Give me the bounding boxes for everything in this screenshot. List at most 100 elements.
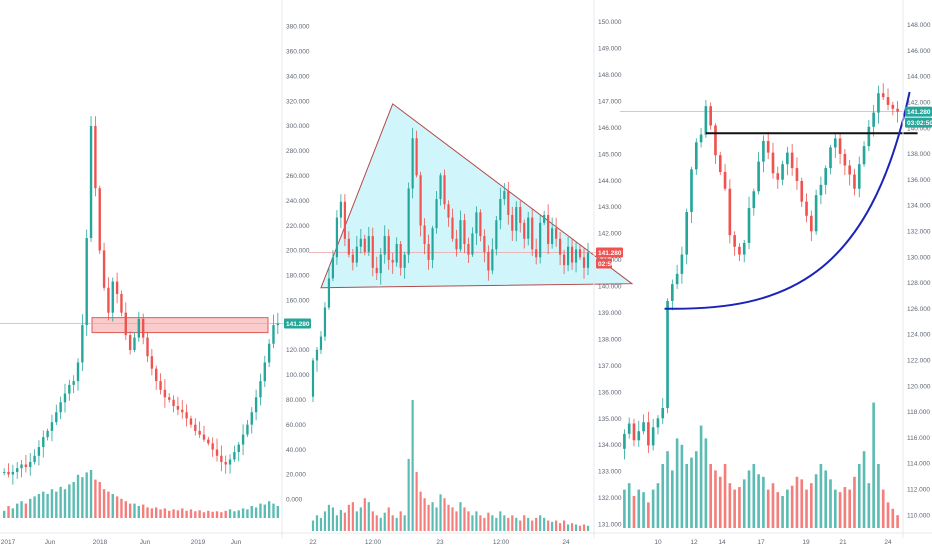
volume-bar xyxy=(327,504,331,531)
volume-bar xyxy=(800,479,804,528)
candle xyxy=(363,238,366,252)
candle xyxy=(738,246,741,255)
candle xyxy=(819,184,823,196)
candle xyxy=(519,207,522,223)
candle xyxy=(347,238,350,255)
volume-bar xyxy=(447,504,450,531)
candle xyxy=(886,97,890,105)
candle xyxy=(881,93,885,98)
candle xyxy=(59,402,62,413)
x-tick-label: 24 xyxy=(562,539,570,546)
volume-bar xyxy=(555,520,558,531)
candle xyxy=(786,152,789,165)
y-tick-label: 128.000 xyxy=(907,280,931,287)
candle xyxy=(766,141,770,153)
candle xyxy=(451,217,454,239)
volume-bar xyxy=(237,510,240,518)
candle xyxy=(814,195,818,232)
volume-bar xyxy=(181,508,184,518)
candle xyxy=(76,362,80,382)
candle xyxy=(623,433,626,449)
volume-bar xyxy=(586,525,590,531)
volume-bar xyxy=(766,489,770,528)
volume-bar xyxy=(323,511,327,531)
volume-bar xyxy=(527,517,530,531)
volume-bar xyxy=(738,487,741,528)
candle xyxy=(728,188,732,236)
volume-bar xyxy=(89,470,93,518)
y-tick-label: 0.000 xyxy=(286,497,303,504)
volume-bar xyxy=(463,507,466,531)
volume-bar xyxy=(16,503,19,518)
candle xyxy=(94,126,97,189)
candle xyxy=(771,152,775,174)
volume-bar xyxy=(718,476,722,528)
price-tag-label: 141.280 xyxy=(598,250,622,257)
y-tick-label: 20.000 xyxy=(286,472,306,479)
y-tick-label: 260.000 xyxy=(286,173,310,180)
candle xyxy=(527,217,530,239)
candle xyxy=(50,422,54,431)
volume-bar xyxy=(391,515,394,531)
candle xyxy=(848,165,851,175)
volume-bar xyxy=(150,508,154,518)
candle xyxy=(714,125,717,156)
volume-bar xyxy=(233,511,236,518)
volume-bar xyxy=(81,477,84,518)
y-tick-label: 146.000 xyxy=(907,48,931,55)
candle xyxy=(651,427,655,446)
volume-bar xyxy=(355,511,358,531)
x-tick-label: 12:00 xyxy=(493,539,510,546)
candle xyxy=(523,222,526,239)
candle xyxy=(237,444,240,453)
volume-bar xyxy=(728,483,732,528)
candle xyxy=(838,138,842,154)
candle xyxy=(399,244,402,268)
candle xyxy=(551,228,554,245)
volume-bar xyxy=(762,476,765,528)
candle xyxy=(11,471,15,475)
panel-intraday-triangle: 131.000 132.000 133.000 134.000 135.000 136.0… xyxy=(309,19,634,546)
volume-bar xyxy=(98,482,101,518)
volume-bar xyxy=(33,496,36,518)
candle xyxy=(503,191,506,200)
volume-bar xyxy=(24,503,28,518)
volume-bar xyxy=(471,515,474,531)
candle xyxy=(323,307,327,337)
candle xyxy=(33,455,36,462)
volume-bar xyxy=(399,511,402,531)
candle xyxy=(694,142,698,170)
candle xyxy=(487,251,490,271)
volume-bar xyxy=(431,502,434,531)
y-tick-label: 114.000 xyxy=(907,461,930,468)
y-tick-label: 120.000 xyxy=(907,383,931,390)
candle xyxy=(471,233,474,255)
volume-bar xyxy=(411,400,414,531)
volume-bar xyxy=(133,503,136,518)
volume-bar xyxy=(63,489,67,518)
volume-bar xyxy=(886,502,890,528)
y-tick-label: 136.000 xyxy=(907,177,931,184)
y-tick-label: 132.000 xyxy=(907,229,931,236)
y-tick-label: 139.000 xyxy=(598,310,622,317)
volume-bar xyxy=(511,515,514,531)
candle xyxy=(246,424,249,435)
volume-bar xyxy=(351,502,354,531)
volume-bar xyxy=(559,523,562,531)
candle xyxy=(491,249,494,271)
candle xyxy=(185,412,188,419)
candle xyxy=(680,254,684,274)
candle xyxy=(383,236,386,255)
volume-bar xyxy=(207,510,210,518)
candle xyxy=(762,141,765,162)
volume-bar xyxy=(776,492,780,528)
candle xyxy=(155,368,158,382)
volume-bar xyxy=(709,464,712,528)
candle xyxy=(709,106,712,126)
candle xyxy=(627,423,631,434)
volume-bar xyxy=(254,507,258,518)
volume-bar xyxy=(163,508,167,518)
candle xyxy=(150,356,154,369)
volume-bar xyxy=(891,508,895,528)
candle xyxy=(699,134,703,143)
